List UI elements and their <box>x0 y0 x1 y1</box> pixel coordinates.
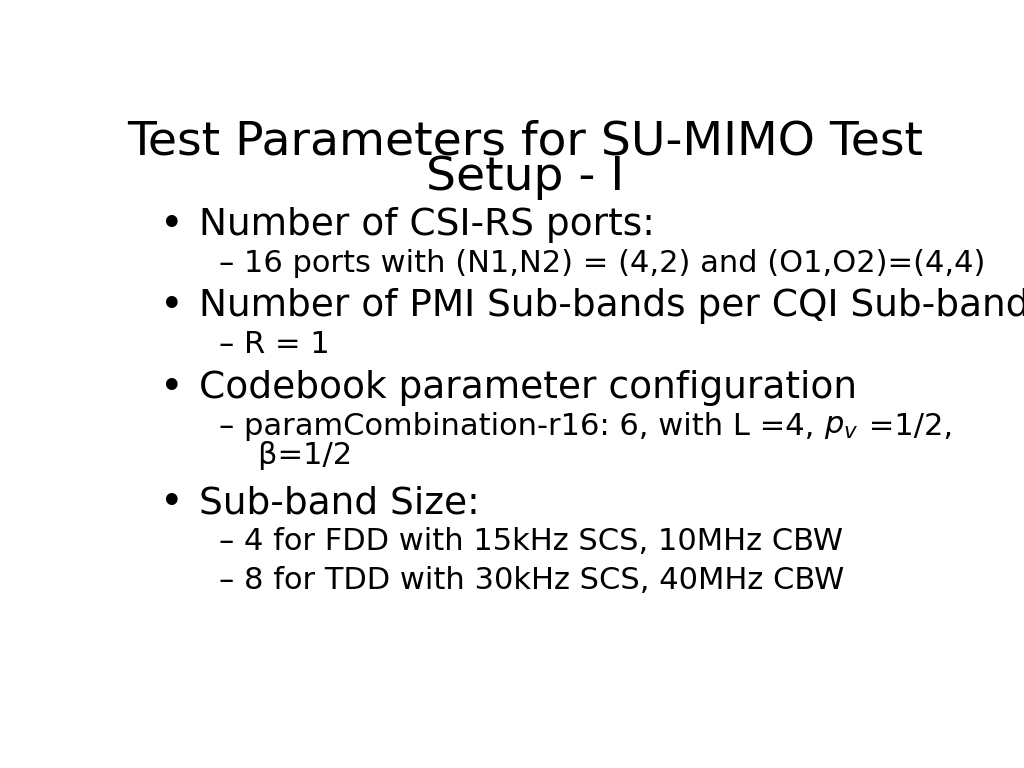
Text: – 16 ports with (N1,N2) = (4,2) and (O1,O2)=(4,4): – 16 ports with (N1,N2) = (4,2) and (O1,… <box>219 249 986 278</box>
Text: •: • <box>160 286 183 326</box>
Text: Number of CSI-RS ports:: Number of CSI-RS ports: <box>200 207 655 243</box>
Text: •: • <box>160 205 183 245</box>
Text: Number of PMI Sub-bands per CQI Sub-band: Number of PMI Sub-bands per CQI Sub-band <box>200 288 1024 324</box>
Text: Setup - I: Setup - I <box>426 155 624 200</box>
Text: – R = 1: – R = 1 <box>219 330 330 359</box>
Text: •: • <box>160 368 183 408</box>
Text: – 4 for FDD with 15kHz SCS, 10MHz CBW: – 4 for FDD with 15kHz SCS, 10MHz CBW <box>219 527 844 556</box>
Text: •: • <box>160 483 183 523</box>
Text: Test Parameters for SU-MIMO Test: Test Parameters for SU-MIMO Test <box>127 120 923 165</box>
Text: Sub-band Size:: Sub-band Size: <box>200 485 480 521</box>
Text: β=1/2: β=1/2 <box>219 442 352 470</box>
Text: =1/2,: =1/2, <box>859 412 953 441</box>
Text: $p_v$: $p_v$ <box>824 412 859 441</box>
Text: Codebook parameter configuration: Codebook parameter configuration <box>200 370 857 406</box>
Text: – paramCombination-r16: 6, with L =4,: – paramCombination-r16: 6, with L =4, <box>219 412 824 441</box>
Text: – 8 for TDD with 30kHz SCS, 40MHz CBW: – 8 for TDD with 30kHz SCS, 40MHz CBW <box>219 565 845 594</box>
